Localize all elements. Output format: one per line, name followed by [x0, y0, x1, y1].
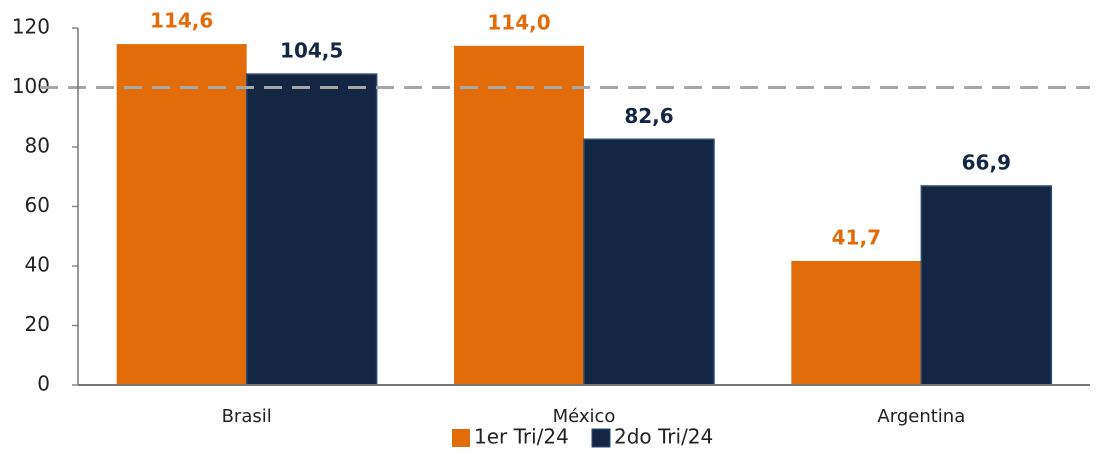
- y-tick-label: 0: [37, 372, 50, 396]
- y-tick-label: 40: [25, 253, 50, 277]
- legend-label: 1er Tri/24: [474, 425, 569, 449]
- legend-swatch: [591, 428, 611, 448]
- bar: [454, 45, 584, 385]
- x-tick-label: Argentina: [877, 406, 965, 427]
- data-label: 114,6: [150, 9, 213, 33]
- y-tick-label: 120: [12, 15, 50, 39]
- legend-swatch: [452, 429, 470, 447]
- data-label: 82,6: [624, 104, 673, 128]
- bar: [245, 73, 378, 386]
- bar: [116, 44, 247, 385]
- bar: [791, 260, 922, 385]
- y-tick-label: 60: [25, 193, 50, 217]
- legend-label: 2do Tri/24: [614, 425, 713, 449]
- bar: [920, 185, 1053, 386]
- data-label: 104,5: [280, 39, 343, 63]
- y-tick-label: 20: [25, 312, 50, 336]
- data-label: 114,0: [487, 10, 550, 34]
- bar: [583, 138, 715, 386]
- x-tick-label: Brasil: [222, 406, 272, 427]
- data-label: 41,7: [832, 225, 881, 249]
- x-tick-label: México: [553, 406, 616, 427]
- y-tick-label: 80: [25, 134, 50, 158]
- data-label: 66,9: [962, 150, 1011, 174]
